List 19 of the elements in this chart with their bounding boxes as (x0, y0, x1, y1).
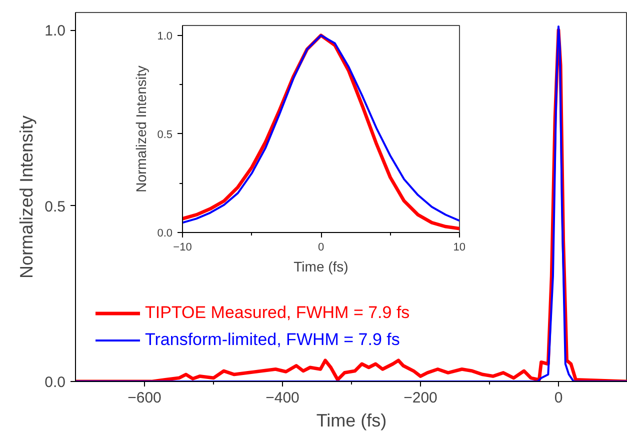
x-tick-label: −10 (173, 242, 192, 254)
x-axis-title: Time (fs) (294, 258, 348, 274)
y-axis-title: Normalized Intensity (133, 66, 150, 192)
y-tick-label: 1.0 (44, 22, 66, 40)
legend-label: TIPTOE Measured, FWHM = 7.9 fs (145, 303, 410, 323)
y-axis-title: Normalized Intensity (16, 115, 37, 279)
x-tick-label: −200 (404, 390, 438, 406)
x-tick-label: 0 (318, 242, 324, 254)
y-tick-label: 1.0 (157, 30, 173, 42)
x-tick-label: −600 (128, 390, 162, 406)
x-tick-label: 10 (453, 242, 466, 254)
y-tick-label: 0.5 (157, 128, 173, 141)
y-tick-label: 0.5 (44, 198, 66, 216)
x-axis-title: Time (fs) (316, 410, 387, 430)
x-tick-label: 0 (554, 390, 563, 406)
y-tick-label: 0.0 (157, 228, 173, 240)
legend-label: Transform-limited, FWHM = 7.9 fs (145, 330, 400, 350)
x-tick-label: −400 (266, 390, 300, 406)
y-tick-label: 0.0 (44, 374, 66, 391)
